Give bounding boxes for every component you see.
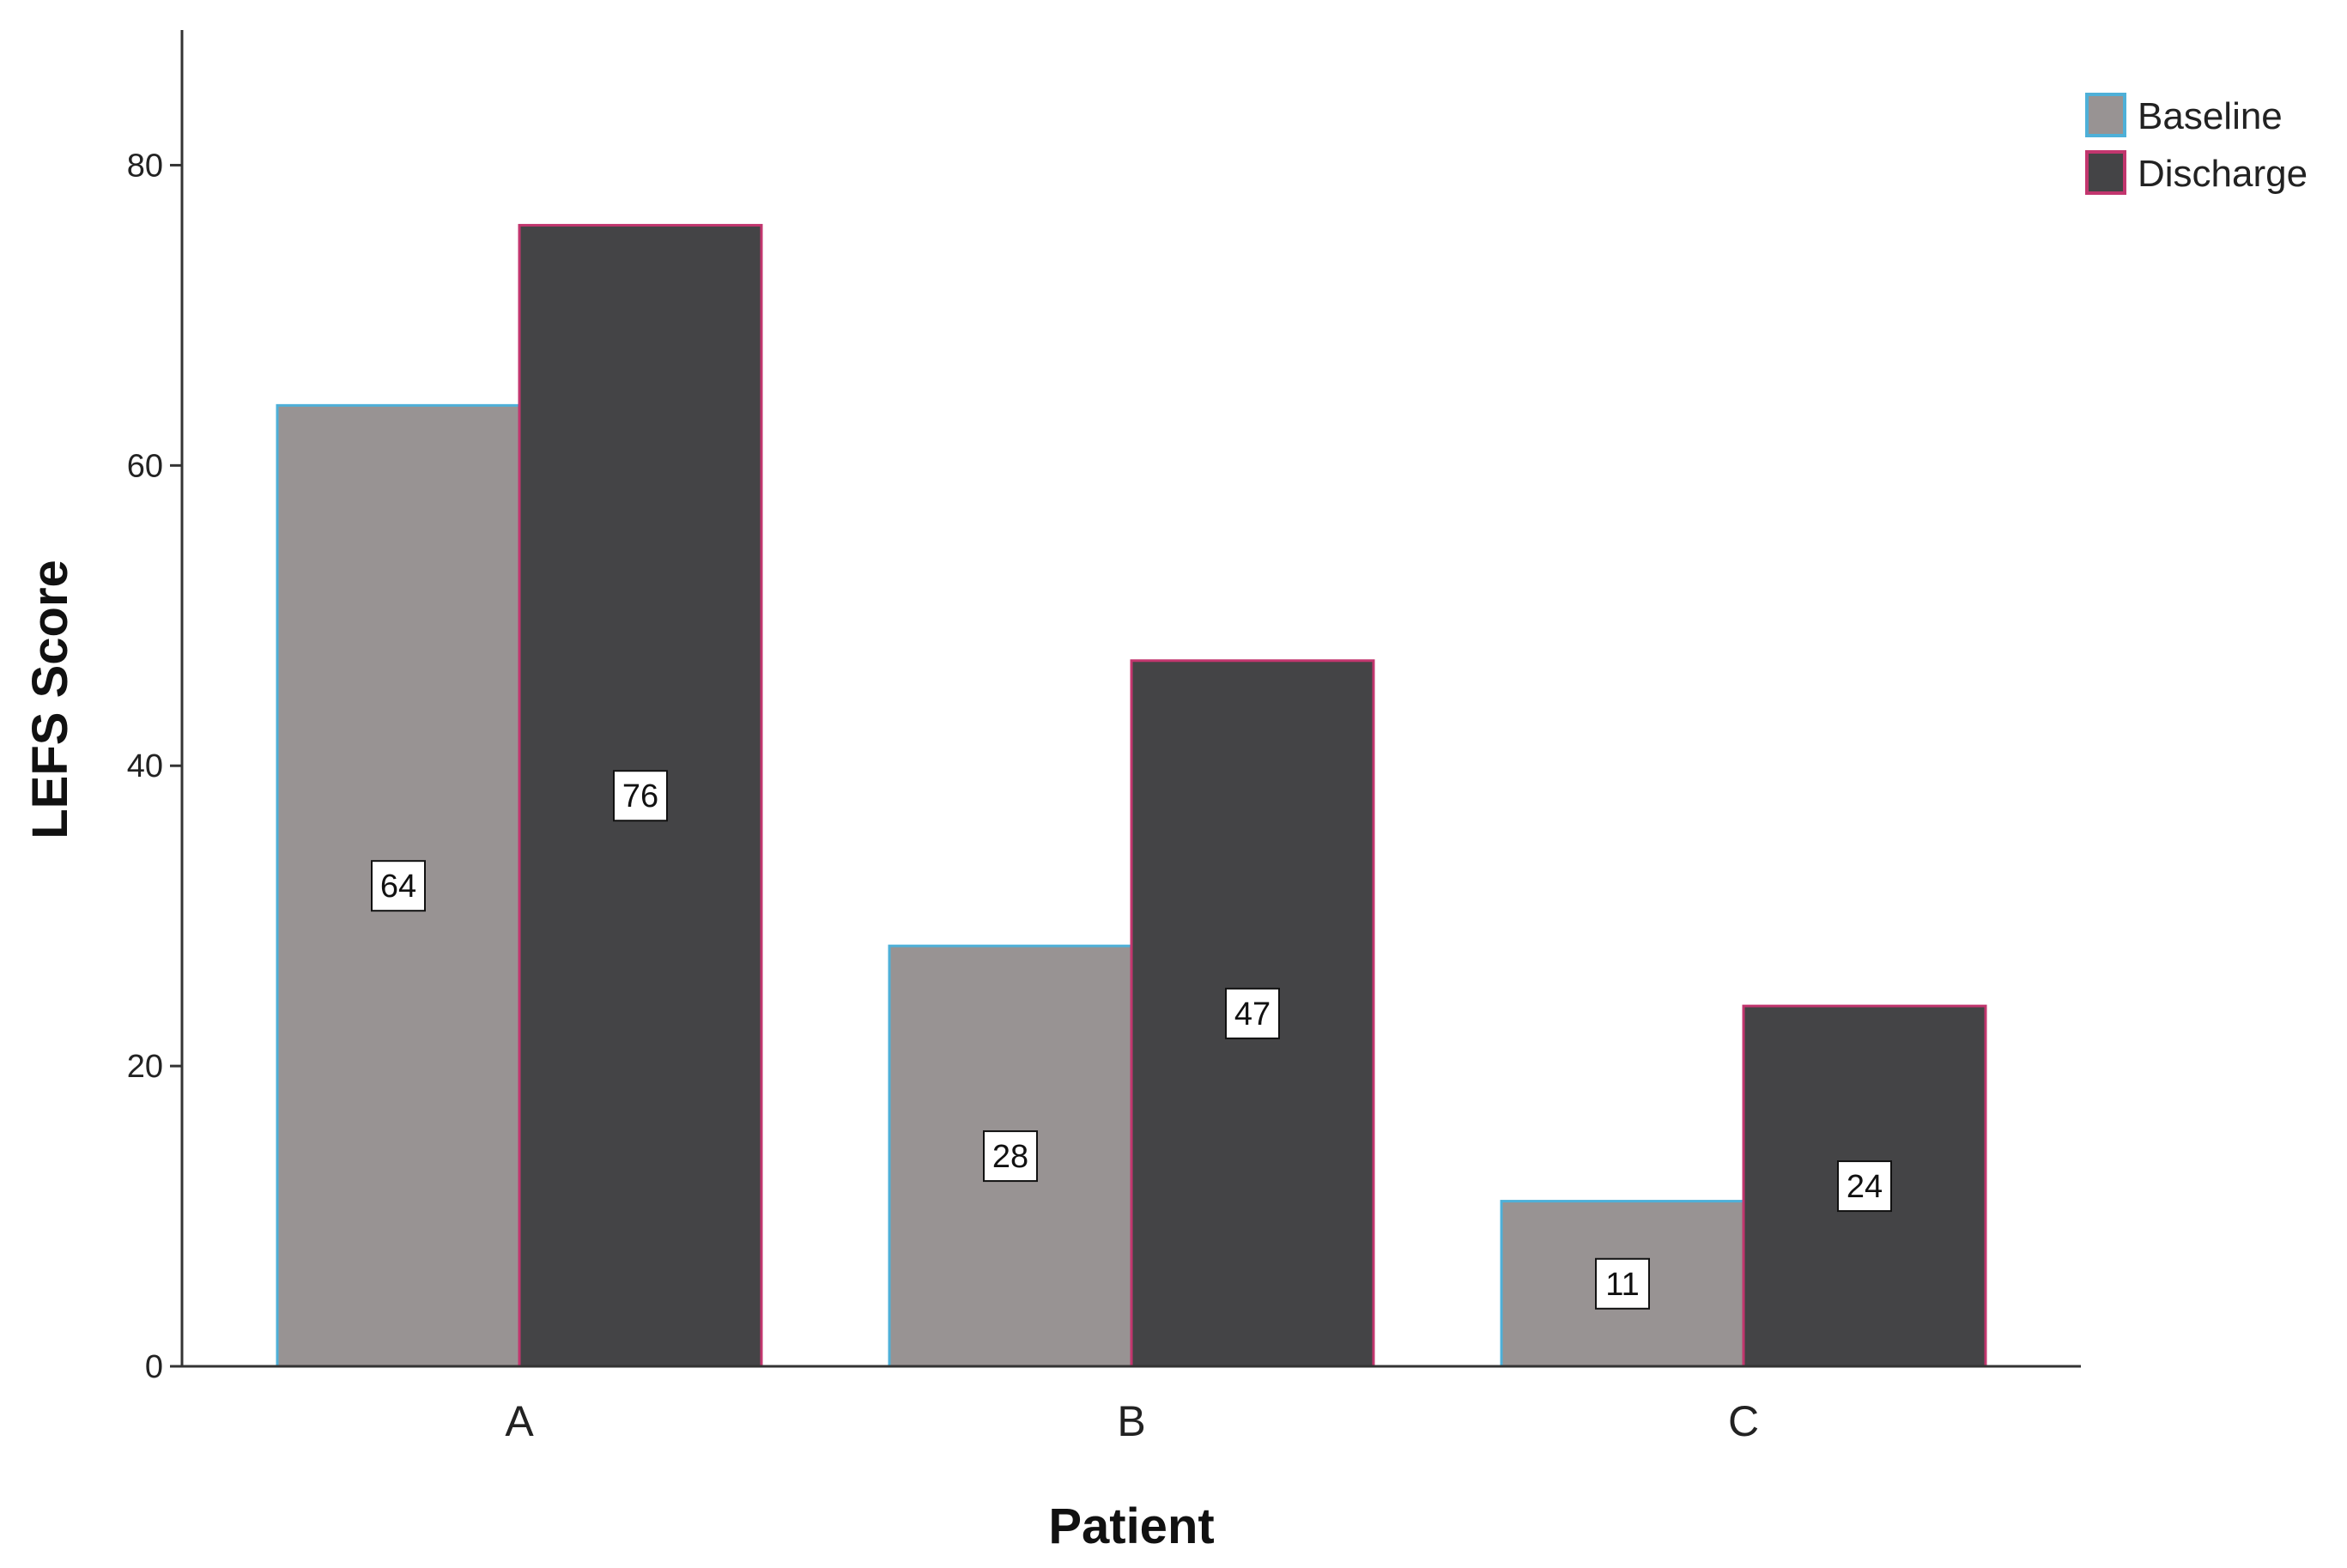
x-axis-title: Patient — [1048, 1498, 1214, 1554]
x-tick-label: A — [505, 1397, 534, 1445]
data-label-box — [1225, 987, 1280, 1039]
x-tick-label: B — [1117, 1397, 1145, 1445]
y-ticks: 0 20 40 60 80 — [127, 148, 182, 1385]
data-label-box — [1837, 1160, 1892, 1213]
bars-layer — [276, 223, 1987, 1368]
y-tick-label: 0 — [145, 1349, 163, 1385]
data-label-box — [613, 770, 668, 822]
y-tick-label: 80 — [127, 148, 163, 184]
data-label: 24 — [1847, 1169, 1883, 1205]
data-label-box — [983, 1130, 1038, 1183]
data-label: 28 — [992, 1139, 1028, 1175]
y-axis-title: LEFS Score — [22, 560, 78, 839]
data-label: 47 — [1234, 996, 1271, 1032]
legend: Baseline Discharge — [2085, 93, 2308, 195]
y-tick-label: 20 — [127, 1049, 163, 1085]
y-tick-label: 40 — [127, 748, 163, 784]
y-tick-label: 60 — [127, 448, 163, 484]
legend-label-discharge: Discharge — [2138, 153, 2308, 195]
legend-swatch-baseline — [2085, 93, 2126, 137]
x-ticks: A B C — [505, 1397, 1759, 1445]
data-label-box — [371, 860, 426, 912]
legend-label-baseline: Baseline — [2138, 95, 2283, 137]
data-label: 64 — [380, 869, 416, 905]
legend-swatch-discharge — [2085, 150, 2126, 195]
data-label: 11 — [1605, 1267, 1639, 1303]
data-labels-layer: 64 76 28 47 11 24 — [371, 770, 1892, 1310]
data-label-box — [1595, 1257, 1650, 1310]
data-label: 76 — [622, 778, 658, 814]
x-tick-label: C — [1728, 1397, 1759, 1445]
